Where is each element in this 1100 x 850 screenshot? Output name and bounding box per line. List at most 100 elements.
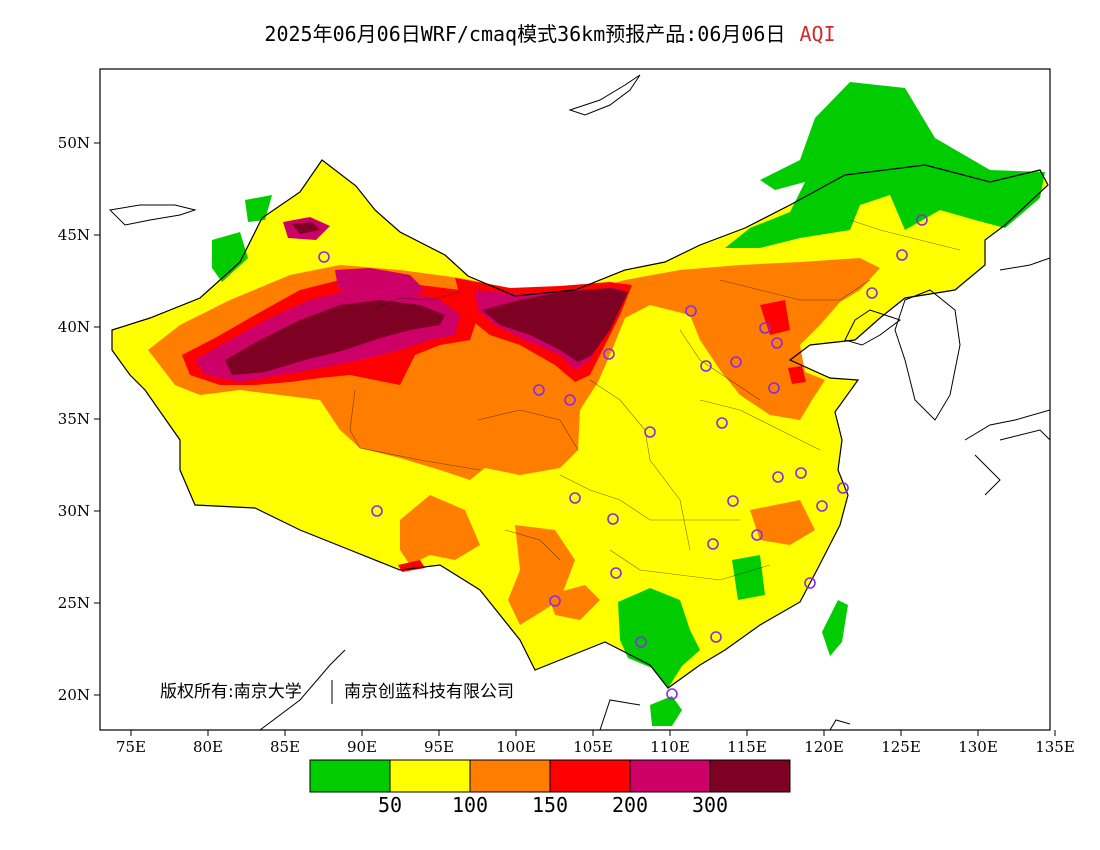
longitude-axis: 75E 80E 85E 90E 95E 100E 105E 110E 115E 120E 125E 1…: [116, 730, 1075, 756]
lon-tick-label: 90E: [347, 738, 377, 756]
neighbour-coastlines: [108, 74, 1050, 730]
lat-tick-label: 50N: [58, 134, 90, 152]
station-marker: [700, 360, 712, 372]
lat-tick-label: 40N: [58, 318, 90, 336]
baikal-outline: [568, 74, 641, 116]
colorbar-segment: [709, 759, 791, 793]
station-marker: [816, 500, 828, 512]
lon-tick-label: 105E: [573, 738, 613, 756]
lon-tick-label: 120E: [804, 738, 844, 756]
balkhash-outline: [108, 204, 197, 226]
station-marker: [771, 337, 783, 349]
plot-frame: [99, 68, 1051, 731]
province-boundaries: [349, 219, 961, 581]
aqi-region-red-shandong: [788, 366, 806, 384]
aqi-region-red-hebei: [760, 300, 790, 335]
aqi-colorbar: 50 100 150 200 300: [309, 759, 791, 817]
colorbar-segment: [309, 759, 391, 793]
station-marker: [768, 382, 780, 394]
station-marker: [666, 688, 678, 700]
aqi-region-green-jiangxi: [732, 555, 765, 600]
aqi-region-maroon-tarim: [225, 300, 445, 375]
aqi-region-green-hainan: [650, 696, 682, 726]
station-marker: [727, 495, 739, 507]
bay-of-bengal-outline: [259, 649, 346, 730]
colorbar-threshold-label: 300: [692, 793, 728, 817]
station-marker: [759, 322, 771, 334]
philippines-outline: [829, 719, 851, 730]
station-marker: [607, 513, 619, 525]
map-title: 2025年06月06日WRF/cmaq模式36km预报产品:06月06日 AQI: [0, 18, 1100, 47]
korea-outline: [894, 289, 961, 421]
station-marker: [896, 249, 908, 261]
title-main: 2025年06月06日WRF/cmaq模式36km预报产品:06月06日: [264, 22, 786, 46]
station-marker: [603, 348, 615, 360]
station-marker: [644, 426, 656, 438]
aqi-region-orange-southwest: [548, 585, 600, 620]
indochina-outline: [599, 699, 641, 730]
lat-tick-label: 45N: [58, 226, 90, 244]
copyright-owner-a: 版权所有:南京大学: [160, 682, 302, 702]
aqi-region-green-northeast: [725, 82, 1045, 248]
lon-tick-label: 130E: [958, 738, 998, 756]
aqi-region-green-taiwan: [822, 600, 848, 656]
station-marker: [371, 505, 383, 517]
station-marker: [564, 394, 576, 406]
aqi-region-magenta-north: [335, 268, 425, 302]
station-marker: [610, 567, 622, 579]
colorbar-threshold-label: 50: [378, 793, 402, 817]
colorbar-segment: [629, 759, 711, 793]
colorbar-segment: [549, 759, 631, 793]
lon-tick-label: 135E: [1035, 738, 1075, 756]
lon-tick-label: 80E: [193, 738, 223, 756]
lon-tick-label: 85E: [270, 738, 300, 756]
colorbar-segment: [389, 759, 471, 793]
sakhalin-outline: [999, 257, 1050, 271]
aqi-region-green-xinjiang-west: [212, 232, 248, 282]
station-marker: [866, 287, 878, 299]
station-marker: [716, 417, 728, 429]
station-marker: [318, 251, 330, 263]
copyright-owner-b: 南京创蓝科技有限公司: [344, 682, 514, 702]
colorbar-threshold-label: 150: [532, 793, 568, 817]
lat-tick-label: 35N: [58, 410, 90, 428]
station-marker: [533, 384, 545, 396]
station-marker: [549, 595, 561, 607]
station-marker: [710, 631, 722, 643]
lon-tick-label: 100E: [496, 738, 536, 756]
colorbar-segment: [469, 759, 551, 793]
lat-tick-label: 30N: [58, 502, 90, 520]
station-marker: [804, 577, 816, 589]
china-border: [111, 159, 1049, 689]
lon-tick-label: 95E: [424, 738, 454, 756]
lon-tick-label: 110E: [650, 738, 690, 756]
station-marker: [751, 529, 763, 541]
lat-tick-label: 25N: [58, 594, 90, 612]
japan-outline: [964, 409, 1050, 496]
aqi-region-orange-east: [750, 500, 815, 545]
station-markers: [318, 214, 928, 700]
station-marker: [795, 467, 807, 479]
station-marker: [685, 305, 697, 317]
aqi-region-green-south: [618, 588, 700, 688]
station-marker: [837, 482, 849, 494]
station-marker: [635, 636, 647, 648]
aqi-region-maroon-spot: [292, 222, 320, 234]
lon-tick-label: 125E: [881, 738, 921, 756]
aqi-region-maroon-desert: [482, 288, 628, 362]
aqi-region-orange-tibet: [400, 495, 480, 565]
latitude-axis: 50N 45N 40N 35N 30N 25N 20N: [58, 134, 100, 704]
lon-tick-label: 115E: [727, 738, 767, 756]
map-plot-area: 版权所有:南京大学 南京创蓝科技有限公司: [108, 74, 1050, 730]
lon-tick-label: 75E: [116, 738, 146, 756]
station-marker: [569, 492, 581, 504]
station-marker: [916, 214, 928, 226]
bohai-outline: [844, 309, 902, 346]
station-marker: [707, 538, 719, 550]
station-marker: [730, 356, 742, 368]
colorbar-threshold-label: 100: [452, 793, 488, 817]
station-marker: [772, 471, 784, 483]
title-variable: AQI: [799, 22, 836, 46]
colorbar-threshold-label: 200: [612, 793, 648, 817]
